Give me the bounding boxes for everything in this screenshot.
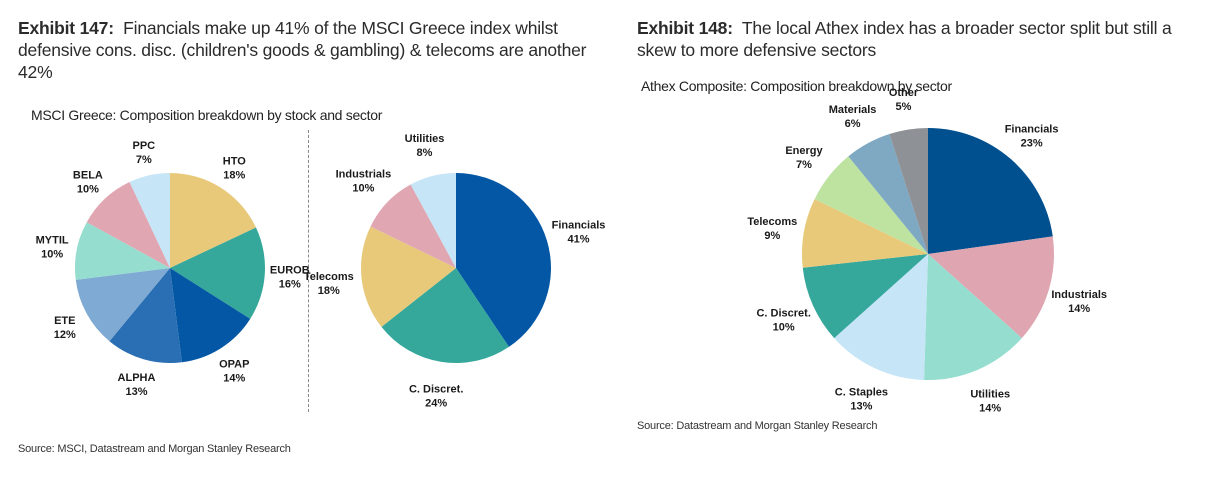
- slice-label: OPAP: [219, 358, 249, 370]
- slice-label: Financials: [1005, 124, 1059, 136]
- pie-slice-industrials: [928, 236, 1055, 339]
- pie-slice-c-discret: [381, 268, 509, 364]
- pie-slice-utilities: [924, 254, 1022, 381]
- pie-slice-alpha: [109, 268, 182, 364]
- slice-value-label: 13%: [850, 400, 872, 412]
- slice-value-label: 14%: [1068, 303, 1090, 315]
- msci-stock-pie: HTO 18% EUROB 16% OPAP 14% ALPHA 13% ETE 12% MYTIL…: [36, 140, 310, 398]
- pie-slice-opap: [170, 268, 251, 363]
- slice-value-label: 14%: [223, 372, 245, 384]
- pie-slice-telecoms: [360, 226, 456, 327]
- pie-slice-telecoms: [802, 199, 928, 268]
- slice-value-label: 10%: [41, 249, 63, 261]
- exhibit-147-source: Source: MSCI, Datastream and Morgan Stan…: [18, 443, 291, 455]
- slice-label: Energy: [785, 145, 823, 157]
- slice-value-label: 13%: [125, 386, 147, 398]
- slice-label: C. Discret.: [756, 307, 810, 319]
- slice-value-label: 7%: [796, 159, 812, 171]
- slice-value-label: 10%: [352, 183, 374, 195]
- slice-label: HTO: [223, 156, 246, 168]
- slice-label: Other: [889, 87, 919, 99]
- pie-slice-financials: [456, 173, 552, 347]
- slice-label: MYTIL: [36, 235, 69, 247]
- msci-sector-pie: Financials 41% C. Discret. 24% Telecoms 18% In…: [304, 133, 606, 410]
- slice-value-label: 7%: [136, 154, 152, 166]
- pie-slice-ete: [75, 268, 170, 342]
- slice-label: C. Staples: [835, 386, 888, 398]
- exhibit-147-label: Exhibit 147:: [18, 18, 114, 38]
- pie-slice-hto: [170, 173, 256, 268]
- exhibit-148-label: Exhibit 148:: [637, 18, 733, 38]
- exhibit-147-title: Exhibit 147: Financials make up 41% of t…: [18, 17, 598, 83]
- slice-label: EUROB: [270, 265, 310, 277]
- slice-label: Utilities: [405, 133, 445, 145]
- slice-label: Industrials: [336, 169, 392, 181]
- slice-label: ETE: [54, 315, 75, 327]
- pie-slice-ppc: [129, 173, 170, 268]
- slice-value-label: 10%: [77, 184, 99, 196]
- slice-value-label: 18%: [223, 170, 245, 182]
- exhibit-148-title-text: The local Athex index has a broader sect…: [637, 18, 1172, 60]
- slice-label: C. Discret.: [409, 384, 463, 396]
- exhibit-147-subtitle: MSCI Greece: Composition breakdown by st…: [31, 107, 383, 123]
- slice-value-label: 6%: [845, 118, 861, 130]
- slice-label: Materials: [829, 104, 877, 116]
- slice-label: Telecoms: [747, 216, 797, 228]
- exhibit-148-title: Exhibit 148: The local Athex index has a…: [637, 17, 1212, 61]
- slice-value-label: 8%: [417, 147, 433, 159]
- slice-label: Telecoms: [304, 271, 354, 283]
- slice-label: Financials: [552, 220, 606, 232]
- slice-value-label: 41%: [567, 234, 589, 246]
- slice-label: Utilities: [970, 388, 1010, 400]
- pie-slice-utilities: [410, 173, 456, 268]
- pie-slice-c-discret: [802, 254, 928, 339]
- pie-slice-c-staples: [834, 254, 928, 380]
- pie-slice-materials: [848, 134, 928, 254]
- slice-value-label: 16%: [279, 279, 301, 291]
- slice-label: BELA: [73, 170, 103, 182]
- pie-slice-financials: [928, 128, 1053, 254]
- slice-label: ALPHA: [118, 372, 156, 384]
- slice-label: PPC: [132, 140, 155, 152]
- pie-slice-industrials: [370, 184, 456, 268]
- slice-label: Industrials: [1051, 289, 1107, 301]
- slice-value-label: 23%: [1021, 138, 1043, 150]
- slice-value-label: 9%: [764, 230, 780, 242]
- pie-slice-other: [889, 128, 928, 254]
- athex-sector-pie: Financials 23% Industrials 14% Utilities 14% C…: [747, 87, 1107, 414]
- chart-divider: [308, 130, 309, 412]
- slice-value-label: 24%: [425, 398, 447, 410]
- slice-value-label: 10%: [773, 321, 795, 333]
- pie-slice-mytil: [74, 222, 170, 280]
- slice-value-label: 18%: [318, 285, 340, 297]
- exhibit-148-subtitle: Athex Composite: Composition breakdown b…: [641, 78, 952, 94]
- slice-value-label: 14%: [979, 402, 1001, 414]
- pie-slice-bela: [86, 182, 170, 268]
- pie-slice-eurob: [170, 227, 265, 319]
- slice-value-label: 5%: [896, 101, 912, 113]
- exhibit-148-source: Source: Datastream and Morgan Stanley Re…: [637, 420, 878, 432]
- slice-value-label: 12%: [54, 329, 76, 341]
- exhibit-147-title-text: Financials make up 41% of the MSCI Greec…: [18, 18, 587, 82]
- pie-slice-energy: [814, 156, 928, 254]
